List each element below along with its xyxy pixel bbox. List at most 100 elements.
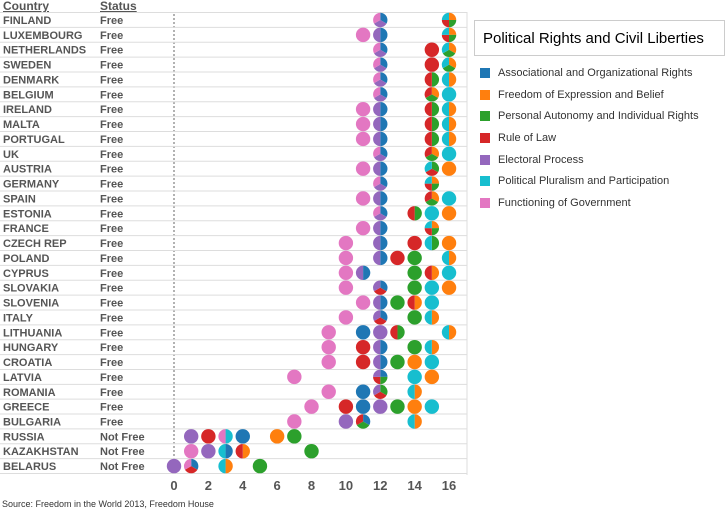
dot-marker[interactable] bbox=[373, 310, 388, 325]
dot-marker[interactable] bbox=[355, 325, 371, 340]
dot-marker[interactable] bbox=[373, 354, 388, 370]
dot-marker[interactable] bbox=[373, 235, 388, 251]
dot-marker[interactable] bbox=[201, 444, 216, 459]
dot-marker[interactable] bbox=[287, 414, 302, 429]
dot-marker[interactable] bbox=[338, 235, 354, 251]
dot-marker[interactable] bbox=[424, 206, 440, 221]
dot-marker[interactable] bbox=[441, 161, 457, 176]
dot-marker[interactable] bbox=[424, 295, 440, 310]
dot-marker[interactable] bbox=[373, 399, 388, 414]
dot-marker[interactable] bbox=[424, 310, 440, 325]
dot-marker[interactable] bbox=[424, 235, 440, 251]
dot-marker[interactable] bbox=[218, 458, 233, 474]
dot-marker[interactable] bbox=[304, 399, 319, 414]
dot-marker[interactable] bbox=[287, 369, 302, 385]
dot-marker[interactable] bbox=[183, 444, 199, 459]
legend-item[interactable]: Political Pluralism and Participation bbox=[480, 170, 725, 192]
dot-marker[interactable] bbox=[373, 325, 388, 340]
legend-item[interactable]: Personal Autonomy and Individual Rights bbox=[480, 105, 725, 127]
dot-marker[interactable] bbox=[287, 429, 302, 444]
dot-marker[interactable] bbox=[373, 131, 388, 147]
dot-marker[interactable] bbox=[407, 414, 422, 429]
dot-marker[interactable] bbox=[424, 399, 440, 414]
dot-marker[interactable] bbox=[407, 310, 422, 325]
dot-marker[interactable] bbox=[373, 250, 388, 266]
dot-marker[interactable] bbox=[441, 57, 457, 72]
dot-marker[interactable] bbox=[373, 369, 388, 385]
dot-marker[interactable] bbox=[441, 116, 457, 132]
dot-marker[interactable] bbox=[355, 414, 371, 429]
dot-marker[interactable] bbox=[355, 102, 371, 117]
dot-marker[interactable] bbox=[321, 354, 336, 370]
dot-marker[interactable] bbox=[407, 235, 422, 251]
dot-marker[interactable] bbox=[390, 325, 405, 340]
dot-marker[interactable] bbox=[407, 384, 422, 399]
dot-marker[interactable] bbox=[373, 42, 388, 57]
dot-marker[interactable] bbox=[201, 429, 216, 444]
dot-marker[interactable] bbox=[338, 414, 354, 429]
dot-marker[interactable] bbox=[321, 384, 336, 399]
dot-marker[interactable] bbox=[424, 176, 440, 191]
dot-marker[interactable] bbox=[218, 444, 233, 459]
dot-marker[interactable] bbox=[355, 131, 371, 147]
dot-marker[interactable] bbox=[373, 27, 388, 43]
dot-marker[interactable] bbox=[424, 131, 440, 147]
dot-marker[interactable] bbox=[373, 146, 388, 162]
dot-marker[interactable] bbox=[235, 429, 250, 444]
dot-marker[interactable] bbox=[355, 220, 371, 236]
dot-marker[interactable] bbox=[441, 131, 457, 147]
dot-marker[interactable] bbox=[373, 161, 388, 176]
dot-marker[interactable] bbox=[355, 354, 371, 370]
dot-marker[interactable] bbox=[424, 354, 440, 370]
dot-marker[interactable] bbox=[424, 339, 440, 355]
dot-marker[interactable] bbox=[166, 458, 182, 474]
dot-marker[interactable] bbox=[355, 339, 371, 355]
dot-marker[interactable] bbox=[407, 280, 422, 295]
dot-marker[interactable] bbox=[373, 57, 388, 72]
dot-marker[interactable] bbox=[424, 369, 440, 385]
dot-marker[interactable] bbox=[373, 116, 388, 132]
dot-marker[interactable] bbox=[441, 250, 457, 266]
dot-marker[interactable] bbox=[424, 146, 440, 162]
legend-item[interactable]: Electoral Process bbox=[480, 149, 725, 171]
dot-marker[interactable] bbox=[441, 72, 457, 87]
dot-marker[interactable] bbox=[373, 191, 388, 206]
dot-marker[interactable] bbox=[338, 399, 354, 414]
dot-marker[interactable] bbox=[407, 295, 422, 310]
dot-marker[interactable] bbox=[235, 444, 250, 459]
dot-marker[interactable] bbox=[441, 206, 457, 221]
dot-marker[interactable] bbox=[424, 72, 440, 87]
legend-item[interactable]: Associational and Organizational Rights bbox=[480, 62, 725, 84]
dot-marker[interactable] bbox=[407, 265, 422, 280]
dot-marker[interactable] bbox=[424, 102, 440, 117]
dot-marker[interactable] bbox=[390, 250, 405, 266]
dot-marker[interactable] bbox=[441, 265, 457, 280]
dot-marker[interactable] bbox=[355, 116, 371, 132]
dot-marker[interactable] bbox=[373, 87, 388, 102]
dot-marker[interactable] bbox=[390, 399, 405, 414]
dot-marker[interactable] bbox=[373, 72, 388, 87]
dot-marker[interactable] bbox=[218, 429, 233, 444]
dot-marker[interactable] bbox=[355, 399, 371, 414]
dot-marker[interactable] bbox=[441, 235, 457, 251]
dot-marker[interactable] bbox=[338, 280, 354, 295]
dot-marker[interactable] bbox=[304, 444, 319, 459]
dot-marker[interactable] bbox=[355, 161, 371, 176]
dot-marker[interactable] bbox=[338, 265, 354, 280]
dot-marker[interactable] bbox=[407, 354, 422, 370]
dot-marker[interactable] bbox=[441, 146, 457, 162]
dot-marker[interactable] bbox=[355, 384, 371, 399]
dot-marker[interactable] bbox=[424, 265, 440, 280]
dot-marker[interactable] bbox=[441, 27, 457, 43]
dot-marker[interactable] bbox=[373, 220, 388, 236]
dot-marker[interactable] bbox=[355, 265, 371, 280]
dot-marker[interactable] bbox=[441, 191, 457, 206]
dot-marker[interactable] bbox=[407, 369, 422, 385]
dot-marker[interactable] bbox=[424, 191, 440, 206]
dot-marker[interactable] bbox=[407, 206, 422, 221]
dot-marker[interactable] bbox=[441, 12, 457, 28]
dot-marker[interactable] bbox=[321, 339, 336, 355]
legend-item[interactable]: Functioning of Government bbox=[480, 192, 725, 214]
dot-marker[interactable] bbox=[373, 102, 388, 117]
dot-marker[interactable] bbox=[373, 206, 388, 221]
